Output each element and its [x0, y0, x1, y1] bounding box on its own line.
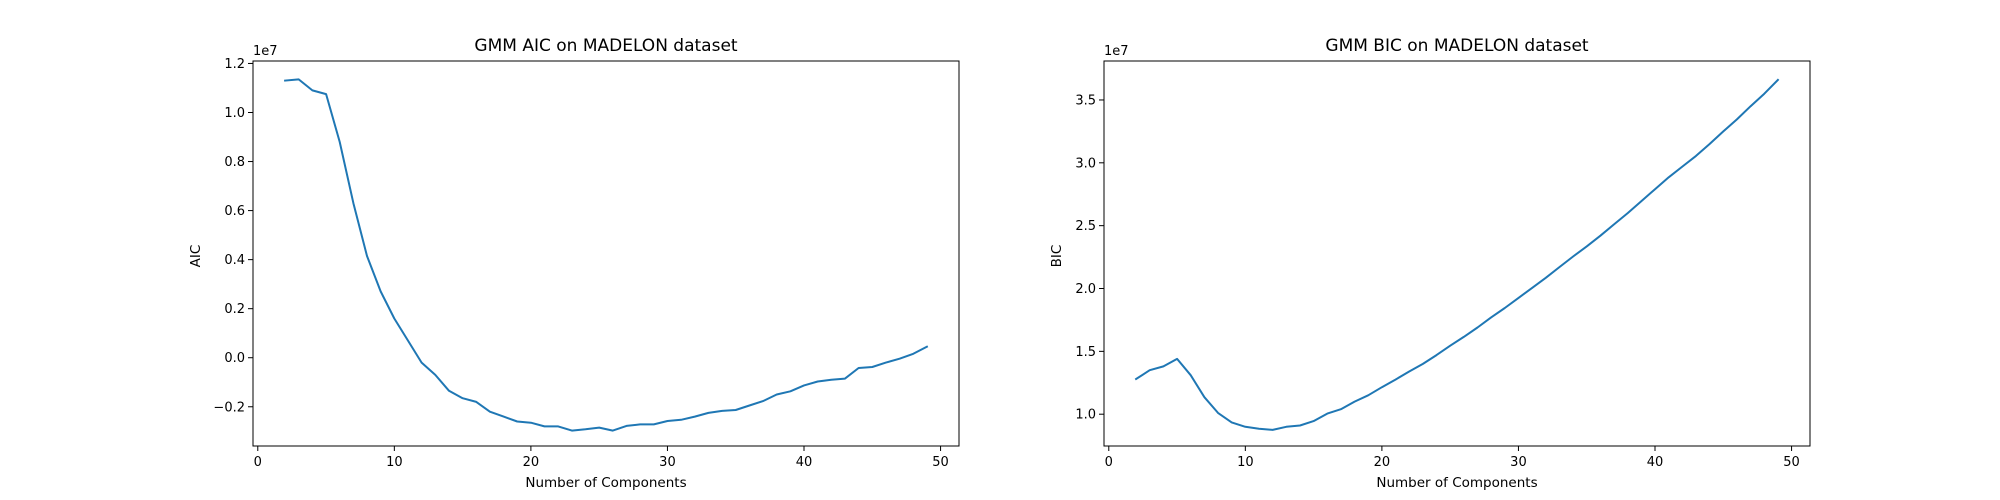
bic-x-tick-label: 30	[1510, 455, 1527, 470]
bic-y-offset-text: 1e7	[1104, 44, 1129, 59]
aic-x-tick-label: 0	[254, 455, 262, 470]
aic-y-tick-label: 0.6	[224, 204, 245, 219]
aic-y-tick-labels: −0.2 0.0 0.2 0.4 0.6 0.8 1.0 1.2	[213, 57, 245, 415]
aic-x-axis-label: Number of Components	[525, 475, 686, 491]
aic-y-tick-label: 0.0	[224, 351, 245, 366]
bic-y-axis-label: BIC	[1049, 245, 1065, 268]
aic-x-tick-label: 10	[386, 455, 403, 470]
aic-y-tick-label: 0.4	[224, 253, 245, 268]
bic-y-tick-label: 2.0	[1075, 282, 1096, 297]
bic-axes-frame	[1103, 60, 1811, 447]
bic-x-tick-label: 0	[1105, 455, 1113, 470]
bic-x-tick-label: 10	[1237, 455, 1254, 470]
bic-y-tick-labels: 1.0 1.5 2.0 2.5 3.0 3.5	[1075, 93, 1096, 422]
aic-x-tick-label: 40	[796, 455, 813, 470]
aic-x-tick-label: 50	[932, 455, 949, 470]
aic-y-axis-label: AIC	[188, 245, 204, 268]
bic-chart-title: GMM BIC on MADELON dataset	[1325, 36, 1589, 56]
aic-x-tick-labels: 0 10 20 30 40 50	[254, 455, 949, 470]
aic-y-tick-label: 0.2	[224, 302, 245, 317]
bic-x-axis-label: Number of Components	[1376, 475, 1537, 491]
bic-panel: GMM BIC on MADELON dataset 1e7 1.0 1.5 2…	[1049, 36, 1811, 491]
aic-x-tick-label: 20	[523, 455, 540, 470]
aic-y-tick-label: 1.0	[224, 106, 245, 121]
bic-y-tick-label: 3.5	[1075, 93, 1096, 108]
bic-x-tick-label: 40	[1647, 455, 1664, 470]
aic-y-tick-label: 1.2	[224, 57, 245, 72]
aic-y-tick-label: −0.2	[213, 400, 245, 415]
aic-y-tick-label: 0.8	[224, 155, 245, 170]
aic-axes-frame	[252, 60, 960, 447]
bic-x-tick-labels: 0 10 20 30 40 50	[1105, 455, 1800, 470]
bic-y-tick-label: 2.5	[1075, 219, 1096, 234]
bic-y-tick-label: 1.5	[1075, 345, 1096, 360]
aic-x-tick-label: 30	[659, 455, 676, 470]
aic-series-line	[284, 78, 929, 432]
bic-x-tick-label: 50	[1783, 455, 1800, 470]
aic-panel: GMM AIC on MADELON dataset 1e7 −0.2 0.0 …	[188, 36, 960, 491]
bic-y-tick-label: 1.0	[1075, 408, 1096, 423]
bic-y-tick-label: 3.0	[1075, 156, 1096, 171]
aic-chart-title: GMM AIC on MADELON dataset	[474, 36, 738, 56]
aic-y-offset-text: 1e7	[253, 44, 278, 59]
bic-series-line	[1134, 78, 1780, 431]
bic-x-tick-label: 20	[1374, 455, 1391, 470]
